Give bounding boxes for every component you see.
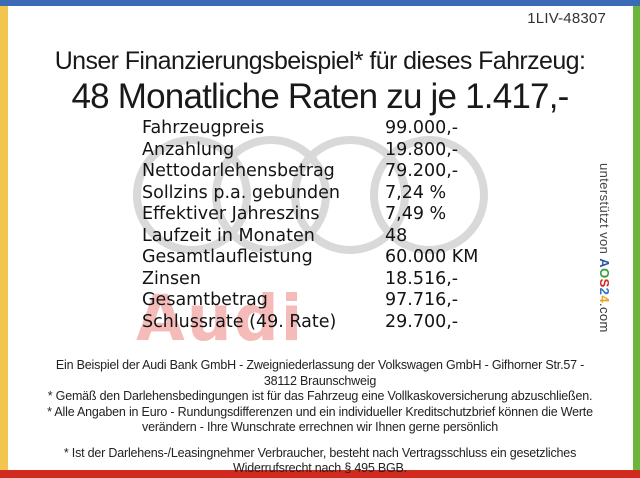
table-row: Gesamtlaufleistung 60.000 KM — [142, 247, 478, 269]
row-label: Sollzins p.a. gebunden — [142, 182, 341, 203]
footer-note-euro: * Alle Angaben in Euro - Rundungsdiffere… — [47, 404, 593, 435]
table-row: Anzahlung 19.800,- — [142, 140, 478, 162]
vehicle-ref-code: 1LIV-48307 — [527, 10, 606, 27]
bottom-border-stripe — [0, 470, 640, 478]
row-value: 18.516,- — [385, 268, 459, 289]
footer-bank-info: Ein Beispiel der Audi Bank GmbH - Zweign… — [55, 358, 585, 388]
aos24-logo-letter: O — [597, 268, 612, 279]
row-value: 99.000,- — [385, 118, 459, 138]
row-value: 48 — [385, 225, 408, 246]
row-label: Effektiver Jahreszins — [142, 204, 320, 224]
page-title: Unser Finanzierungsbeispiel* für dieses … — [54, 47, 586, 75]
aos24-logo-letter: A — [597, 258, 612, 269]
aos24-logo-letter: 4 — [597, 295, 612, 303]
supported-by-vertical-label: unterstützt von AOS24.com — [597, 163, 612, 333]
supported-by-prefix: unterstützt von — [597, 163, 612, 259]
table-row: Laufzeit in Monaten 48 — [142, 226, 478, 248]
aos24-logo-letter: S — [597, 278, 612, 288]
table-row: Nettodarlehensbetrag 79.200,- — [142, 161, 478, 183]
audi-rings-watermark — [133, 136, 488, 254]
row-value: 19.800,- — [385, 139, 459, 160]
table-row: Gesamtbetrag 97.716,- — [142, 290, 478, 312]
footer-note-insurance: * Gemäß den Darlehensbedingungen ist für… — [47, 389, 593, 403]
row-value: 97.716,- — [385, 290, 459, 310]
table-row: Zinsen 18.516,- — [142, 269, 478, 291]
row-value: 7,49 % — [385, 204, 447, 224]
row-label: Schlussrate (49. Rate) — [142, 311, 337, 332]
finance-details-table: Fahrzeugpreis 99.000,- Anzahlung 19.800,… — [142, 118, 478, 333]
legal-footer: Ein Beispiel der Audi Bank GmbH - Zweign… — [40, 358, 600, 477]
footer-note-withdrawal: * Ist der Darlehens-/Leasingnehmer Verbr… — [63, 445, 577, 476]
row-label: Gesamtbetrag — [142, 290, 268, 310]
monthly-rate-headline: 48 Monatliche Raten zu je 1.417,- — [71, 77, 570, 116]
left-border-stripe — [0, 6, 8, 470]
table-row: Schlussrate (49. Rate) 29.700,- — [142, 312, 478, 334]
row-value: 60.000 KM — [385, 247, 479, 267]
supported-by-suffix: .com — [597, 302, 612, 333]
row-label: Laufzeit in Monaten — [142, 225, 315, 246]
row-value: 7,24 % — [385, 182, 447, 203]
row-value: 29.700,- — [385, 311, 459, 332]
row-value: 79.200,- — [385, 161, 459, 181]
right-border-stripe — [633, 6, 640, 470]
row-label: Fahrzeugpreis — [142, 118, 265, 138]
row-label: Nettodarlehensbetrag — [142, 161, 335, 181]
table-row: Sollzins p.a. gebunden 7,24 % — [142, 183, 478, 205]
table-row: Fahrzeugpreis 99.000,- — [142, 118, 478, 140]
row-label: Anzahlung — [142, 139, 235, 160]
aos24-logo-letter: 2 — [597, 287, 612, 296]
title-block: Unser Finanzierungsbeispiel* für dieses … — [10, 47, 630, 117]
row-label: Zinsen — [142, 268, 201, 289]
audi-text-watermark: Audi — [136, 282, 305, 355]
table-row: Effektiver Jahreszins 7,49 % — [142, 204, 478, 226]
row-label: Gesamtlaufleistung — [142, 247, 313, 267]
top-border-stripe — [0, 0, 640, 6]
